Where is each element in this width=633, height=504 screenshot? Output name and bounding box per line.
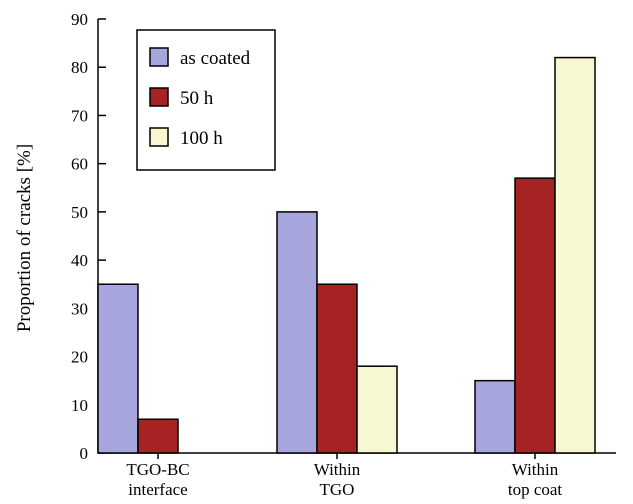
y-tick-label: 50 [71, 203, 88, 222]
legend-label: 100 h [180, 128, 223, 149]
legend: as coated 50 h 100 h [136, 29, 276, 171]
y-tick-label: 20 [71, 348, 88, 367]
legend-swatch [149, 127, 169, 147]
bar [356, 365, 398, 454]
x-tick-label: Within TGO [314, 460, 361, 499]
y-axis-title-group: Proportion of cracks [%] [14, 144, 35, 332]
y-tick-label: 90 [71, 10, 88, 29]
y-axis-title: Proportion of cracks [%] [14, 144, 35, 332]
bar [316, 283, 358, 454]
bar [97, 283, 139, 454]
x-tick-label: Within top coat [508, 460, 563, 499]
bar [554, 56, 596, 454]
y-tick-label: 10 [71, 396, 88, 415]
y-tick-label: 80 [71, 58, 88, 77]
y-tick-label: 40 [71, 251, 88, 270]
x-tick-label: TGO-BC interface [126, 460, 189, 499]
legend-swatch [149, 87, 169, 107]
plot-area: 0 10 20 30 40 50 60 70 80 90 TGO-BC interface Within… [71, 10, 616, 499]
bar [474, 379, 516, 454]
legend-label: as coated [180, 48, 251, 69]
bar [276, 211, 318, 454]
y-tick-label: 30 [71, 299, 88, 318]
y-tick-label: 70 [71, 106, 88, 125]
bar [514, 177, 556, 454]
y-tick-label: 60 [71, 155, 88, 174]
legend-swatch [149, 47, 169, 67]
legend-label: 50 h [180, 88, 214, 109]
bar [137, 418, 179, 454]
y-tick-label: 0 [80, 444, 89, 463]
